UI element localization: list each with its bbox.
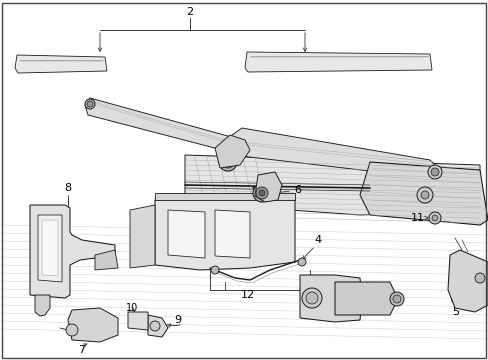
Circle shape [389, 292, 403, 306]
Circle shape [259, 190, 264, 196]
Polygon shape [215, 210, 249, 258]
Polygon shape [184, 155, 479, 215]
Circle shape [431, 215, 437, 221]
Polygon shape [244, 52, 431, 72]
Polygon shape [42, 220, 58, 276]
Circle shape [66, 324, 78, 336]
Text: 1: 1 [264, 200, 271, 210]
Polygon shape [447, 250, 487, 312]
Text: 6: 6 [294, 185, 301, 195]
Polygon shape [95, 250, 118, 270]
Polygon shape [38, 215, 62, 282]
Text: 3: 3 [366, 290, 373, 300]
Polygon shape [155, 193, 294, 200]
Text: 7: 7 [78, 345, 85, 355]
Polygon shape [148, 315, 168, 337]
Circle shape [85, 99, 95, 109]
Circle shape [420, 191, 428, 199]
Polygon shape [15, 55, 107, 73]
Circle shape [430, 168, 438, 176]
Polygon shape [130, 205, 155, 268]
Circle shape [427, 165, 441, 179]
Text: 2: 2 [186, 7, 193, 17]
Polygon shape [35, 295, 50, 316]
Circle shape [474, 273, 484, 283]
Circle shape [150, 321, 160, 331]
Text: 10: 10 [125, 303, 138, 313]
Polygon shape [168, 210, 204, 258]
Polygon shape [68, 308, 118, 342]
Polygon shape [85, 98, 238, 152]
Circle shape [219, 153, 237, 171]
Text: 4: 4 [314, 235, 321, 245]
Circle shape [302, 288, 321, 308]
Circle shape [252, 184, 270, 202]
Text: 5: 5 [451, 307, 459, 317]
Circle shape [87, 101, 93, 107]
Circle shape [210, 266, 219, 274]
Polygon shape [155, 195, 294, 270]
Circle shape [305, 292, 317, 304]
Circle shape [416, 187, 432, 203]
Polygon shape [227, 128, 439, 185]
Text: 12: 12 [241, 290, 255, 300]
Polygon shape [299, 275, 361, 322]
Text: 8: 8 [64, 183, 71, 193]
Circle shape [222, 156, 234, 168]
Polygon shape [128, 312, 148, 330]
Circle shape [392, 295, 400, 303]
Circle shape [256, 187, 267, 199]
Polygon shape [30, 205, 115, 298]
Circle shape [224, 159, 230, 165]
Polygon shape [254, 172, 282, 202]
Text: 9: 9 [174, 315, 181, 325]
Circle shape [428, 212, 440, 224]
Polygon shape [215, 135, 249, 168]
Circle shape [297, 258, 305, 266]
Text: 11: 11 [410, 213, 424, 223]
Polygon shape [334, 282, 394, 315]
Polygon shape [359, 162, 487, 225]
